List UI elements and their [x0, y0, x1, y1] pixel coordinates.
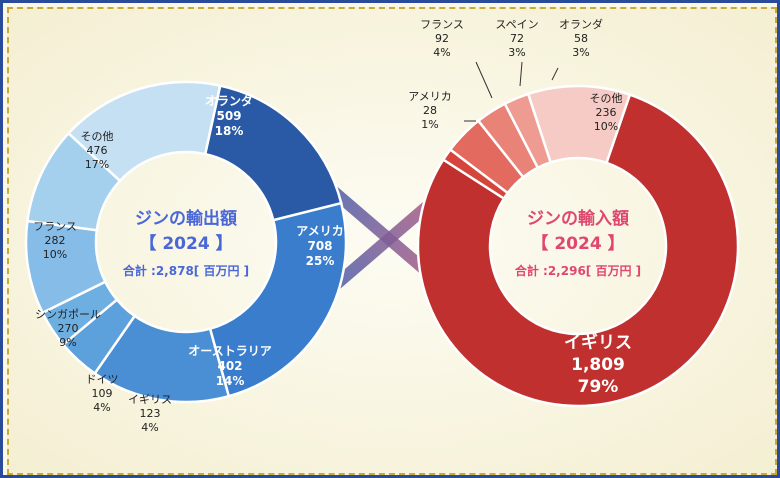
- import-leader-line-4: [551, 67, 559, 81]
- import-slice-value-3: 72: [510, 32, 524, 45]
- export-slice-percent-1: 25%: [306, 254, 335, 268]
- import-slice-5: [526, 84, 632, 165]
- import-slice-name-2: フランス: [420, 18, 464, 31]
- export-slice-percent-7: 17%: [85, 158, 109, 171]
- export-slice-percent-4: 4%: [93, 401, 110, 414]
- export-slice-value-6: 282: [45, 234, 66, 247]
- export-slice-name-6: フランス: [33, 220, 77, 233]
- import-slice-percent-1: 1%: [421, 118, 438, 131]
- export-slice-1: [208, 201, 348, 398]
- export-slice-value-4: 109: [92, 387, 113, 400]
- import-slice-0: [416, 93, 740, 408]
- import-leader-line-3: [519, 61, 523, 87]
- import-slice-percent-5: 10%: [594, 120, 618, 133]
- export-slice-name-4: ドイツ: [86, 373, 119, 386]
- import-slice-percent-0: 79%: [578, 377, 619, 397]
- import-donut: [416, 84, 740, 408]
- export-slice-name-7: その他: [81, 130, 114, 143]
- import-slice-value-2: 92: [435, 32, 449, 45]
- import-slice-value-4: 58: [574, 32, 588, 45]
- export-slice-percent-5: 9%: [59, 336, 76, 349]
- import-slice-name-1: アメリカ: [408, 90, 451, 103]
- export-slice-percent-3: 4%: [141, 421, 158, 434]
- export-slice-percent-2: 14%: [216, 374, 245, 388]
- import-slice-name-0: イギリス: [564, 333, 632, 353]
- export-slice-value-0: 509: [216, 109, 241, 123]
- import-leader-line-2: [475, 61, 493, 99]
- export-chart-year: 【 2024 】: [139, 233, 232, 254]
- export-slice-7: [66, 80, 222, 183]
- export-slice-name-3: イギリス: [128, 393, 172, 406]
- export-slice-value-1: 708: [307, 239, 332, 253]
- import-chart-total: 合計 :2,296[ 百万円 ]: [515, 263, 641, 278]
- export-slice-percent-0: 18%: [215, 124, 244, 138]
- export-slice-name-2: オーストラリア: [188, 344, 271, 358]
- export-chart-total: 合計 :2,878[ 百万円 ]: [123, 263, 249, 278]
- export-chart-title: ジンの輸出額: [135, 208, 237, 229]
- export-slice-value-2: 402: [217, 359, 242, 373]
- import-slice-name-5: その他: [590, 92, 623, 105]
- export-slice-name-0: オランダ: [205, 93, 253, 108]
- import-slice-name-4: オランダ: [559, 17, 603, 31]
- import-slice-value-1: 28: [423, 104, 437, 117]
- export-slice-name-1: アメリカ: [296, 224, 343, 238]
- import-slice-name-3: スペイン: [495, 18, 538, 31]
- export-slice-value-7: 476: [87, 144, 108, 157]
- import-slice-value-5: 236: [596, 106, 617, 119]
- import-slice-percent-3: 3%: [508, 46, 525, 59]
- import-slice-labels: イギリス1,80979%アメリカ281%フランス924%スペイン723%オランダ…: [408, 17, 632, 397]
- import-chart-title: ジンの輸入額: [527, 208, 629, 229]
- export-slice-name-5: シンガポール: [35, 308, 101, 321]
- import-slice-value-0: 1,809: [571, 355, 625, 375]
- import-slice-percent-4: 3%: [572, 46, 589, 59]
- export-slice-value-3: 123: [140, 407, 161, 420]
- export-donut: [24, 80, 348, 404]
- import-chart-year: 【 2024 】: [531, 233, 624, 254]
- import-slice-percent-2: 4%: [433, 46, 450, 59]
- export-slice-percent-6: 10%: [43, 248, 67, 261]
- export-slice-value-5: 270: [58, 322, 79, 335]
